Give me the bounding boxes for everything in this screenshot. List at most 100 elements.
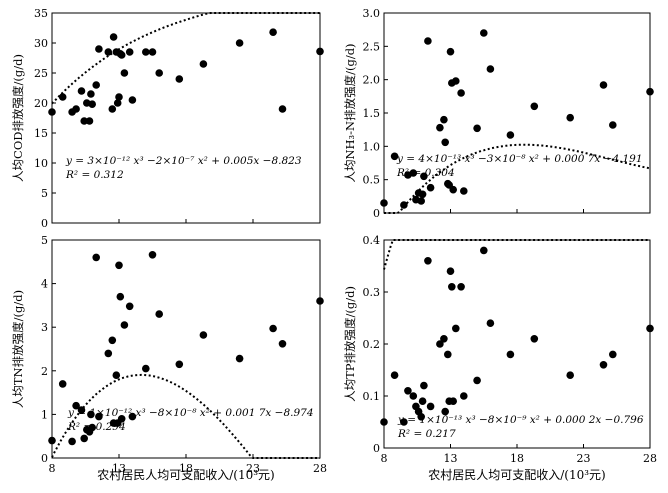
data-point <box>566 371 574 380</box>
y-tick-label: 10 <box>34 157 48 170</box>
data-point <box>72 105 80 113</box>
data-point <box>424 37 432 45</box>
fit-equation: y = 4×10⁻¹³ x³ −3×10⁻⁸ x² + 0.000 7x −4.… <box>396 153 643 165</box>
y-tick-label: 0.5 <box>363 174 381 187</box>
data-point <box>409 169 418 177</box>
y-tick-label: 0 <box>373 207 380 220</box>
data-point <box>108 336 117 345</box>
x-tick-label: 28 <box>313 462 327 475</box>
r-squared: R² = 0.312 <box>65 169 124 181</box>
data-point <box>599 361 608 369</box>
data-point <box>440 115 448 124</box>
data-point <box>104 48 113 56</box>
x-tick-label: 13 <box>112 462 126 475</box>
fit-equation: y = 1×10⁻¹³ x³ −8×10⁻⁹ x² + 0.000 2x −0.… <box>397 414 644 426</box>
data-point <box>457 283 465 291</box>
data-point <box>530 335 539 343</box>
data-point <box>436 123 444 132</box>
data-point <box>175 75 184 83</box>
x-axis-label: 农村居民人均可支配收入/(10³元) <box>97 468 275 482</box>
data-point <box>278 105 287 113</box>
data-point <box>460 187 468 195</box>
data-point <box>452 77 460 85</box>
data-point <box>417 413 426 421</box>
data-point <box>420 172 428 181</box>
data-point <box>77 406 86 414</box>
data-point <box>148 251 157 259</box>
data-point <box>426 183 435 192</box>
y-tick-label: 0.3 <box>363 286 381 299</box>
y-tick-label: 2.5 <box>363 40 381 53</box>
data-point <box>269 324 277 333</box>
data-point <box>452 324 460 333</box>
data-point <box>599 81 608 89</box>
data-point <box>80 434 88 443</box>
x-tick-label: 8 <box>381 452 388 465</box>
data-point <box>88 423 96 432</box>
y-axis-label: 人均COD排放强度/(g/d) <box>11 54 25 182</box>
x-tick-label: 23 <box>577 452 591 465</box>
y-axis-label: 人均TN排放强度/(g/d) <box>11 290 25 408</box>
data-point <box>441 407 450 416</box>
y-tick-label: 0 <box>373 442 380 455</box>
data-point <box>117 51 126 59</box>
data-point <box>85 117 94 125</box>
data-point <box>566 113 574 122</box>
data-point <box>417 197 426 205</box>
data-point <box>444 350 452 359</box>
data-point <box>115 93 123 101</box>
data-point <box>441 138 450 147</box>
data-point <box>142 364 150 373</box>
y-tick-label: 0.1 <box>363 390 381 403</box>
x-tick-label: 8 <box>49 462 56 475</box>
data-point <box>446 267 455 276</box>
data-point <box>115 261 123 270</box>
data-point <box>480 29 488 37</box>
data-point <box>418 190 427 199</box>
data-point <box>609 350 617 359</box>
data-point <box>418 397 427 406</box>
data-point <box>646 87 654 96</box>
data-point <box>269 28 277 36</box>
data-point <box>235 39 244 47</box>
chart-panel-2: 0 0.5 1.0 1.5 2.0 2.5 3.0 人均NH₃-N排放强度/(g/d) y = … <box>343 7 654 220</box>
chart-panel-1: 0 5 10 15 20 25 30 35 人均COD排放强度/(g/d) y = 3×10⁻¹²… <box>11 7 324 230</box>
data-point <box>48 108 56 116</box>
data-point <box>390 152 399 161</box>
y-tick-label: 4 <box>41 278 48 291</box>
data-point <box>48 436 56 445</box>
fit-equation: y = 3×10⁻¹² x³ −2×10⁻⁷ x² + 0.005x −8.82… <box>65 155 302 167</box>
data-point <box>424 257 432 265</box>
r-squared: R² = 0.294 <box>67 421 126 433</box>
data-point <box>448 283 456 291</box>
data-point <box>316 47 324 56</box>
data-point <box>116 292 125 301</box>
data-point <box>175 360 184 369</box>
trend-line <box>51 12 320 105</box>
x-tick-label: 18 <box>179 462 193 475</box>
data-point <box>530 102 539 111</box>
data-point <box>87 410 95 419</box>
x-axis-label: 农村居民人均可支配收入/(10³元) <box>428 468 606 482</box>
plot-frame <box>383 12 651 214</box>
data-point <box>109 33 118 41</box>
data-point <box>457 89 465 97</box>
x-tick-label: 18 <box>510 452 524 465</box>
data-point <box>95 45 103 53</box>
data-point <box>128 96 137 104</box>
data-point <box>480 246 488 255</box>
y-tick-label: 30 <box>34 37 48 50</box>
trend-line <box>51 373 320 459</box>
data-point <box>199 331 208 339</box>
data-point <box>390 371 399 380</box>
r-squared: R² = 0.304 <box>396 167 455 179</box>
data-point <box>409 392 418 400</box>
data-point <box>155 69 163 77</box>
y-tick-label: 1 <box>41 408 48 421</box>
y-tick-label: 5 <box>41 187 48 200</box>
data-point <box>148 48 157 56</box>
y-tick-label: 25 <box>34 67 48 80</box>
data-point <box>609 121 617 129</box>
